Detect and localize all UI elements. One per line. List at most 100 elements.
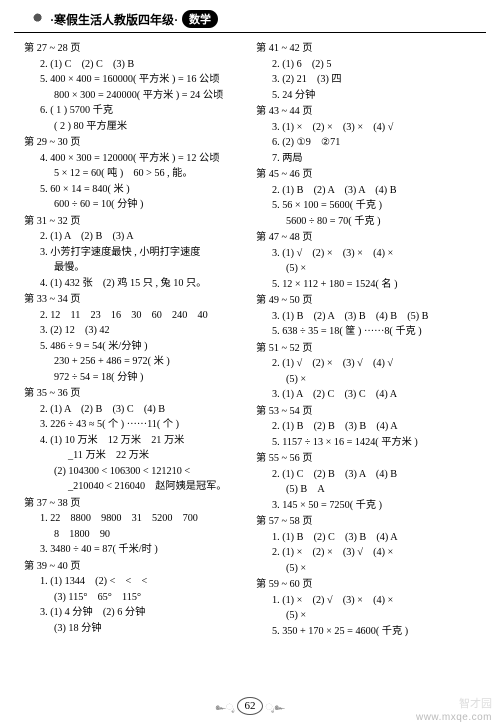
section-title: 第 51 ~ 52 页 — [256, 341, 484, 357]
section-title: 第 29 ~ 30 页 — [24, 135, 252, 151]
answer-line: 3. (1) × (2) × (3) × (4) √ — [256, 120, 484, 136]
answer-line: 5600 ÷ 80 = 70( 千克 ) — [256, 214, 484, 230]
answer-line: (5) × — [256, 372, 484, 388]
section-title: 第 45 ~ 46 页 — [256, 167, 484, 183]
header-title: ·寒假生活人教版四年级· 数学 — [32, 10, 218, 28]
section-title: 第 31 ~ 32 页 — [24, 214, 252, 230]
answer-line: 3. (2) 12 (3) 42 — [24, 323, 252, 339]
answer-line: 600 ÷ 60 = 10( 分钟 ) — [24, 197, 252, 213]
answer-line: 2. (1) B (2) B (3) B (4) A — [256, 419, 484, 435]
star-icon — [32, 12, 46, 26]
answer-line: 5 × 12 = 60( 吨 ) 60 > 56 , 能。 — [24, 166, 252, 182]
answer-line: 5. 1157 ÷ 13 × 16 = 1424( 平方米 ) — [256, 435, 484, 451]
answer-line: 3. (1) A (2) C (3) C (4) A — [256, 387, 484, 403]
answer-line: 3. (1) √ (2) × (3) × (4) × — [256, 246, 484, 262]
answer-line: 3. 3480 ÷ 40 = 87( 千米/时 ) — [24, 542, 252, 558]
answer-line: 最慢。 — [24, 260, 252, 276]
answer-line: 2. (1) × (2) × (3) √ (4) × — [256, 545, 484, 561]
section-title: 第 27 ~ 28 页 — [24, 41, 252, 57]
section-title: 第 39 ~ 40 页 — [24, 559, 252, 575]
section: 第 33 ~ 34 页2. 12 11 23 16 30 60 240 403.… — [24, 292, 252, 385]
section: 第 53 ~ 54 页2. (1) B (2) B (3) B (4) A5. … — [256, 404, 484, 451]
answer-line: 4. 400 × 300 = 120000( 平方米 ) = 12 公顷 — [24, 151, 252, 167]
watermark-logo: 智才园 — [459, 695, 492, 711]
answer-line: 5. 486 ÷ 9 = 54( 米/分钟 ) — [24, 339, 252, 355]
answer-line: 2. (1) A (2) B (3) A — [24, 229, 252, 245]
answer-line: 3. 小芳打字速度最快 , 小明打字速度 — [24, 245, 252, 261]
section: 第 29 ~ 30 页4. 400 × 300 = 120000( 平方米 ) … — [24, 135, 252, 213]
section: 第 39 ~ 40 页1. (1) 1344 (2) < < <(3) 115°… — [24, 559, 252, 637]
section: 第 57 ~ 58 页1. (1) B (2) C (3) B (4) A2. … — [256, 514, 484, 576]
footer-deco-left: ๛ೃ — [215, 700, 234, 714]
answer-line: 3. (1) B (2) A (3) B (4) B (5) B — [256, 309, 484, 325]
answer-line: 4. (1) 10 万米 12 万米 21 万米 — [24, 433, 252, 449]
section: 第 51 ~ 52 页2. (1) √ (2) × (3) √ (4) √(5)… — [256, 341, 484, 403]
section-title: 第 49 ~ 50 页 — [256, 293, 484, 309]
answer-line: (3) 18 分钟 — [24, 621, 252, 637]
answer-line: ( 2 ) 80 平方厘米 — [24, 119, 252, 135]
answer-line: 3. 226 ÷ 43 ≈ 5( 个 ) ······11( 个 ) — [24, 417, 252, 433]
answer-line: 2. (1) √ (2) × (3) √ (4) √ — [256, 356, 484, 372]
answer-line: 230 + 256 + 486 = 972( 米 ) — [24, 354, 252, 370]
section: 第 59 ~ 60 页1. (1) × (2) √ (3) × (4) ×(5)… — [256, 577, 484, 639]
answer-line: 6. ( 1 ) 5700 千克 — [24, 103, 252, 119]
title-text: ·寒假生活人教版四年级· — [50, 11, 178, 28]
section: 第 55 ~ 56 页2. (1) C (2) B (3) A (4) B(5)… — [256, 451, 484, 513]
answer-line: 3. (1) 4 分钟 (2) 6 分钟 — [24, 605, 252, 621]
section-title: 第 41 ~ 42 页 — [256, 41, 484, 57]
answer-line: 2. (1) B (2) A (3) A (4) B — [256, 183, 484, 199]
answer-line: 800 × 300 = 240000( 平方米 ) = 24 公顷 — [24, 88, 252, 104]
section-title: 第 55 ~ 56 页 — [256, 451, 484, 467]
right-column: 第 41 ~ 42 页2. (1) 6 (2) 53. (2) 21 (3) 四… — [256, 41, 484, 640]
section-title: 第 43 ~ 44 页 — [256, 104, 484, 120]
section: 第 27 ~ 28 页2. (1) C (2) C (3) B5. 400 × … — [24, 41, 252, 134]
section: 第 41 ~ 42 页2. (1) 6 (2) 53. (2) 21 (3) 四… — [256, 41, 484, 103]
answer-line: 5. 56 × 100 = 5600( 千克 ) — [256, 198, 484, 214]
section-title: 第 35 ~ 36 页 — [24, 386, 252, 402]
section-title: 第 37 ~ 38 页 — [24, 496, 252, 512]
subject-badge: 数学 — [182, 10, 218, 28]
page-header: ·寒假生活人教版四年级· 数学 — [14, 0, 486, 33]
answer-line: (5) × — [256, 261, 484, 277]
answer-line: (5) × — [256, 561, 484, 577]
answer-line: 5. 60 × 14 = 840( 米 ) — [24, 182, 252, 198]
section: 第 31 ~ 32 页2. (1) A (2) B (3) A3. 小芳打字速度… — [24, 214, 252, 292]
answer-line: 2. (1) 6 (2) 5 — [256, 57, 484, 73]
answer-line: 972 ÷ 54 = 18( 分钟 ) — [24, 370, 252, 386]
answer-line: 5. 24 分钟 — [256, 88, 484, 104]
answer-line: 1. (1) 1344 (2) < < < — [24, 574, 252, 590]
answer-line: (5) × — [256, 608, 484, 624]
answer-line: 1. (1) × (2) √ (3) × (4) × — [256, 593, 484, 609]
answer-line: 1. 22 8800 9800 31 5200 700 — [24, 511, 252, 527]
section-title: 第 59 ~ 60 页 — [256, 577, 484, 593]
section: 第 45 ~ 46 页2. (1) B (2) A (3) A (4) B5. … — [256, 167, 484, 229]
section: 第 35 ~ 36 页2. (1) A (2) B (3) C (4) B3. … — [24, 386, 252, 495]
answer-line: 6. (2) ①9 ②71 — [256, 135, 484, 151]
section: 第 43 ~ 44 页3. (1) × (2) × (3) × (4) √6. … — [256, 104, 484, 166]
answer-line: (2) 104300 < 106300 < 121210 < — [24, 464, 252, 480]
answer-line: (5) B A — [256, 482, 484, 498]
answer-line: 8 1800 90 — [24, 527, 252, 543]
answer-line: (3) 115° 65° 115° — [24, 590, 252, 606]
answer-line: 5. 12 × 112 + 180 = 1524( 名 ) — [256, 277, 484, 293]
answer-line: 2. (1) A (2) B (3) C (4) B — [24, 402, 252, 418]
section: 第 49 ~ 50 页3. (1) B (2) A (3) B (4) B (5… — [256, 293, 484, 340]
answer-line: _210040 < 216040 赵阿姨是冠军。 — [24, 479, 252, 495]
left-column: 第 27 ~ 28 页2. (1) C (2) C (3) B5. 400 × … — [24, 41, 252, 640]
content-columns: 第 27 ~ 28 页2. (1) C (2) C (3) B5. 400 × … — [0, 33, 500, 640]
answer-line: 5. 400 × 400 = 160000( 平方米 ) = 16 公顷 — [24, 72, 252, 88]
answer-line: 1. (1) B (2) C (3) B (4) A — [256, 530, 484, 546]
answer-line: 3. 145 × 50 = 7250( 千克 ) — [256, 498, 484, 514]
section-title: 第 53 ~ 54 页 — [256, 404, 484, 420]
answer-line: 7. 两局 — [256, 151, 484, 167]
answer-line: 2. 12 11 23 16 30 60 240 40 — [24, 308, 252, 324]
section-title: 第 47 ~ 48 页 — [256, 230, 484, 246]
answer-line: 3. (2) 21 (3) 四 — [256, 72, 484, 88]
section-title: 第 33 ~ 34 页 — [24, 292, 252, 308]
answer-line: 5. 350 + 170 × 25 = 4600( 千克 ) — [256, 624, 484, 640]
answer-line: _11 万米 22 万米 — [24, 448, 252, 464]
footer-deco-right: ೃ๛ — [266, 700, 285, 714]
answer-line: 4. (1) 432 张 (2) 鸡 15 只 , 兔 10 只。 — [24, 276, 252, 292]
section: 第 37 ~ 38 页1. 22 8800 9800 31 5200 7008 … — [24, 496, 252, 558]
answer-line: 2. (1) C (2) B (3) A (4) B — [256, 467, 484, 483]
